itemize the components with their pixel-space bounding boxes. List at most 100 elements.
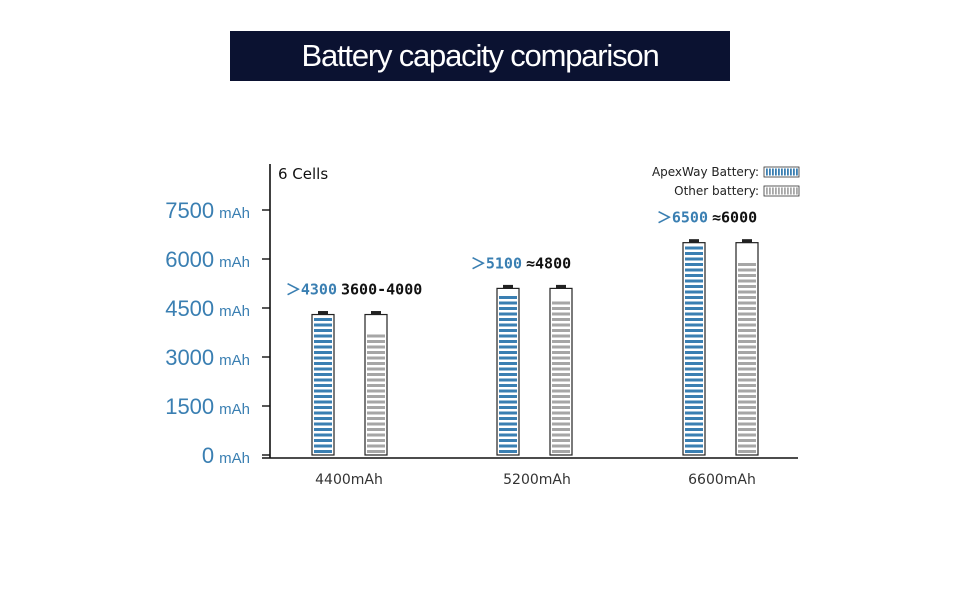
x-tick-label: 6600mAh bbox=[688, 472, 756, 488]
battery-stripe bbox=[499, 384, 517, 387]
battery-stripe bbox=[738, 274, 756, 277]
battery-stripe bbox=[738, 373, 756, 376]
legend-swatch-stripe bbox=[775, 187, 777, 195]
battery-stripe bbox=[552, 395, 570, 398]
battery-stripe bbox=[552, 373, 570, 376]
battery-stripe bbox=[738, 268, 756, 272]
legend-swatch-stripe bbox=[772, 168, 774, 176]
battery-stripe bbox=[685, 395, 703, 398]
battery-stripe bbox=[685, 318, 703, 321]
y-axis: 0 mAh 1500 mAh 3000 mAh 4500 mAh 6000 mAh 7500 mAh bbox=[165, 164, 271, 468]
battery-stripe bbox=[314, 356, 332, 360]
legend-swatch-stripe bbox=[790, 168, 792, 176]
battery-stripe bbox=[685, 301, 703, 305]
battery-stripe bbox=[367, 334, 385, 338]
battery-stripe bbox=[685, 428, 703, 431]
legend-swatch-stripe bbox=[781, 187, 783, 195]
battery-stripe bbox=[738, 263, 756, 266]
battery-stripe bbox=[552, 340, 570, 343]
battery-stripe bbox=[367, 356, 385, 360]
battery-stripe bbox=[314, 428, 332, 431]
battery-stripe bbox=[314, 373, 332, 376]
battery-stripe bbox=[738, 356, 756, 360]
battery-cap bbox=[318, 311, 328, 315]
battery-stripe bbox=[314, 362, 332, 365]
legend-swatch-stripe bbox=[769, 168, 771, 176]
battery-cap bbox=[742, 239, 752, 243]
battery-stripe bbox=[367, 406, 385, 409]
battery-stripe bbox=[314, 450, 332, 453]
legend-swatch-stripe bbox=[775, 168, 777, 176]
battery-stripe bbox=[738, 400, 756, 404]
legend-swatch-stripe bbox=[778, 168, 780, 176]
battery-stripe bbox=[738, 312, 756, 316]
battery-stripe bbox=[499, 329, 517, 332]
battery-stripe bbox=[685, 296, 703, 299]
battery-stripe bbox=[552, 362, 570, 365]
battery-stripe bbox=[685, 274, 703, 277]
battery-stripe bbox=[552, 389, 570, 393]
battery-stripe bbox=[685, 450, 703, 453]
battery-stripe bbox=[685, 345, 703, 349]
legend-swatch-stripe bbox=[766, 168, 768, 176]
battery-stripe bbox=[499, 400, 517, 404]
battery-stripe bbox=[685, 252, 703, 255]
battery-stripe bbox=[738, 290, 756, 294]
battery-stripe bbox=[685, 422, 703, 426]
apexway-value-label: ＞4300 bbox=[286, 281, 337, 299]
battery-stripe bbox=[738, 428, 756, 431]
x-tick-label: 5200mAh bbox=[503, 472, 571, 488]
battery-stripe bbox=[367, 444, 385, 448]
battery-stripe bbox=[314, 411, 332, 415]
other-bar bbox=[364, 311, 388, 456]
battery-stripe bbox=[499, 296, 517, 299]
legend-swatch-stripe bbox=[778, 187, 780, 195]
battery-stripe bbox=[314, 395, 332, 398]
battery-stripe bbox=[314, 433, 332, 437]
battery-stripe bbox=[499, 450, 517, 453]
other-value-label: 3600-4000 bbox=[341, 281, 422, 299]
battery-stripe bbox=[499, 417, 517, 420]
battery-stripe bbox=[685, 307, 703, 310]
battery-stripe bbox=[499, 373, 517, 376]
battery-stripe bbox=[685, 340, 703, 343]
battery-stripe bbox=[685, 417, 703, 420]
battery-stripe bbox=[552, 367, 570, 371]
legend-swatch-stripe bbox=[787, 168, 789, 176]
battery-stripe bbox=[738, 301, 756, 305]
battery-cap bbox=[371, 311, 381, 315]
legend-swatch-stripe bbox=[793, 187, 795, 195]
battery-stripe bbox=[685, 257, 703, 261]
battery-stripe bbox=[367, 345, 385, 349]
y-tick-label: 4500 mAh bbox=[165, 296, 250, 321]
battery-stripe bbox=[314, 318, 332, 321]
battery-stripe bbox=[685, 378, 703, 382]
battery-stripe bbox=[685, 411, 703, 415]
apexway-bar bbox=[682, 239, 706, 456]
battery-stripe bbox=[738, 362, 756, 365]
battery-stripe bbox=[499, 340, 517, 343]
battery-stripe bbox=[367, 367, 385, 371]
other-bar bbox=[549, 284, 573, 456]
battery-stripe bbox=[685, 356, 703, 360]
x-tick-label: 4400mAh bbox=[315, 472, 383, 488]
battery-stripe bbox=[738, 395, 756, 398]
battery-stripe bbox=[552, 318, 570, 321]
battery-stripe bbox=[499, 395, 517, 398]
battery-stripe bbox=[738, 384, 756, 387]
battery-stripe bbox=[367, 384, 385, 387]
battery-stripe bbox=[738, 285, 756, 288]
battery-stripe bbox=[685, 263, 703, 266]
battery-stripe bbox=[552, 329, 570, 332]
battery-stripe bbox=[314, 378, 332, 382]
battery-stripe bbox=[552, 378, 570, 382]
battery-stripe bbox=[367, 373, 385, 376]
battery-stripe bbox=[685, 406, 703, 409]
battery-stripe bbox=[314, 384, 332, 387]
battery-stripe bbox=[367, 389, 385, 393]
battery-stripe bbox=[314, 345, 332, 349]
apexway-bar bbox=[496, 284, 520, 456]
other-value-label: ≈6000 bbox=[712, 209, 757, 227]
battery-stripe bbox=[685, 373, 703, 376]
battery-stripe bbox=[314, 334, 332, 338]
